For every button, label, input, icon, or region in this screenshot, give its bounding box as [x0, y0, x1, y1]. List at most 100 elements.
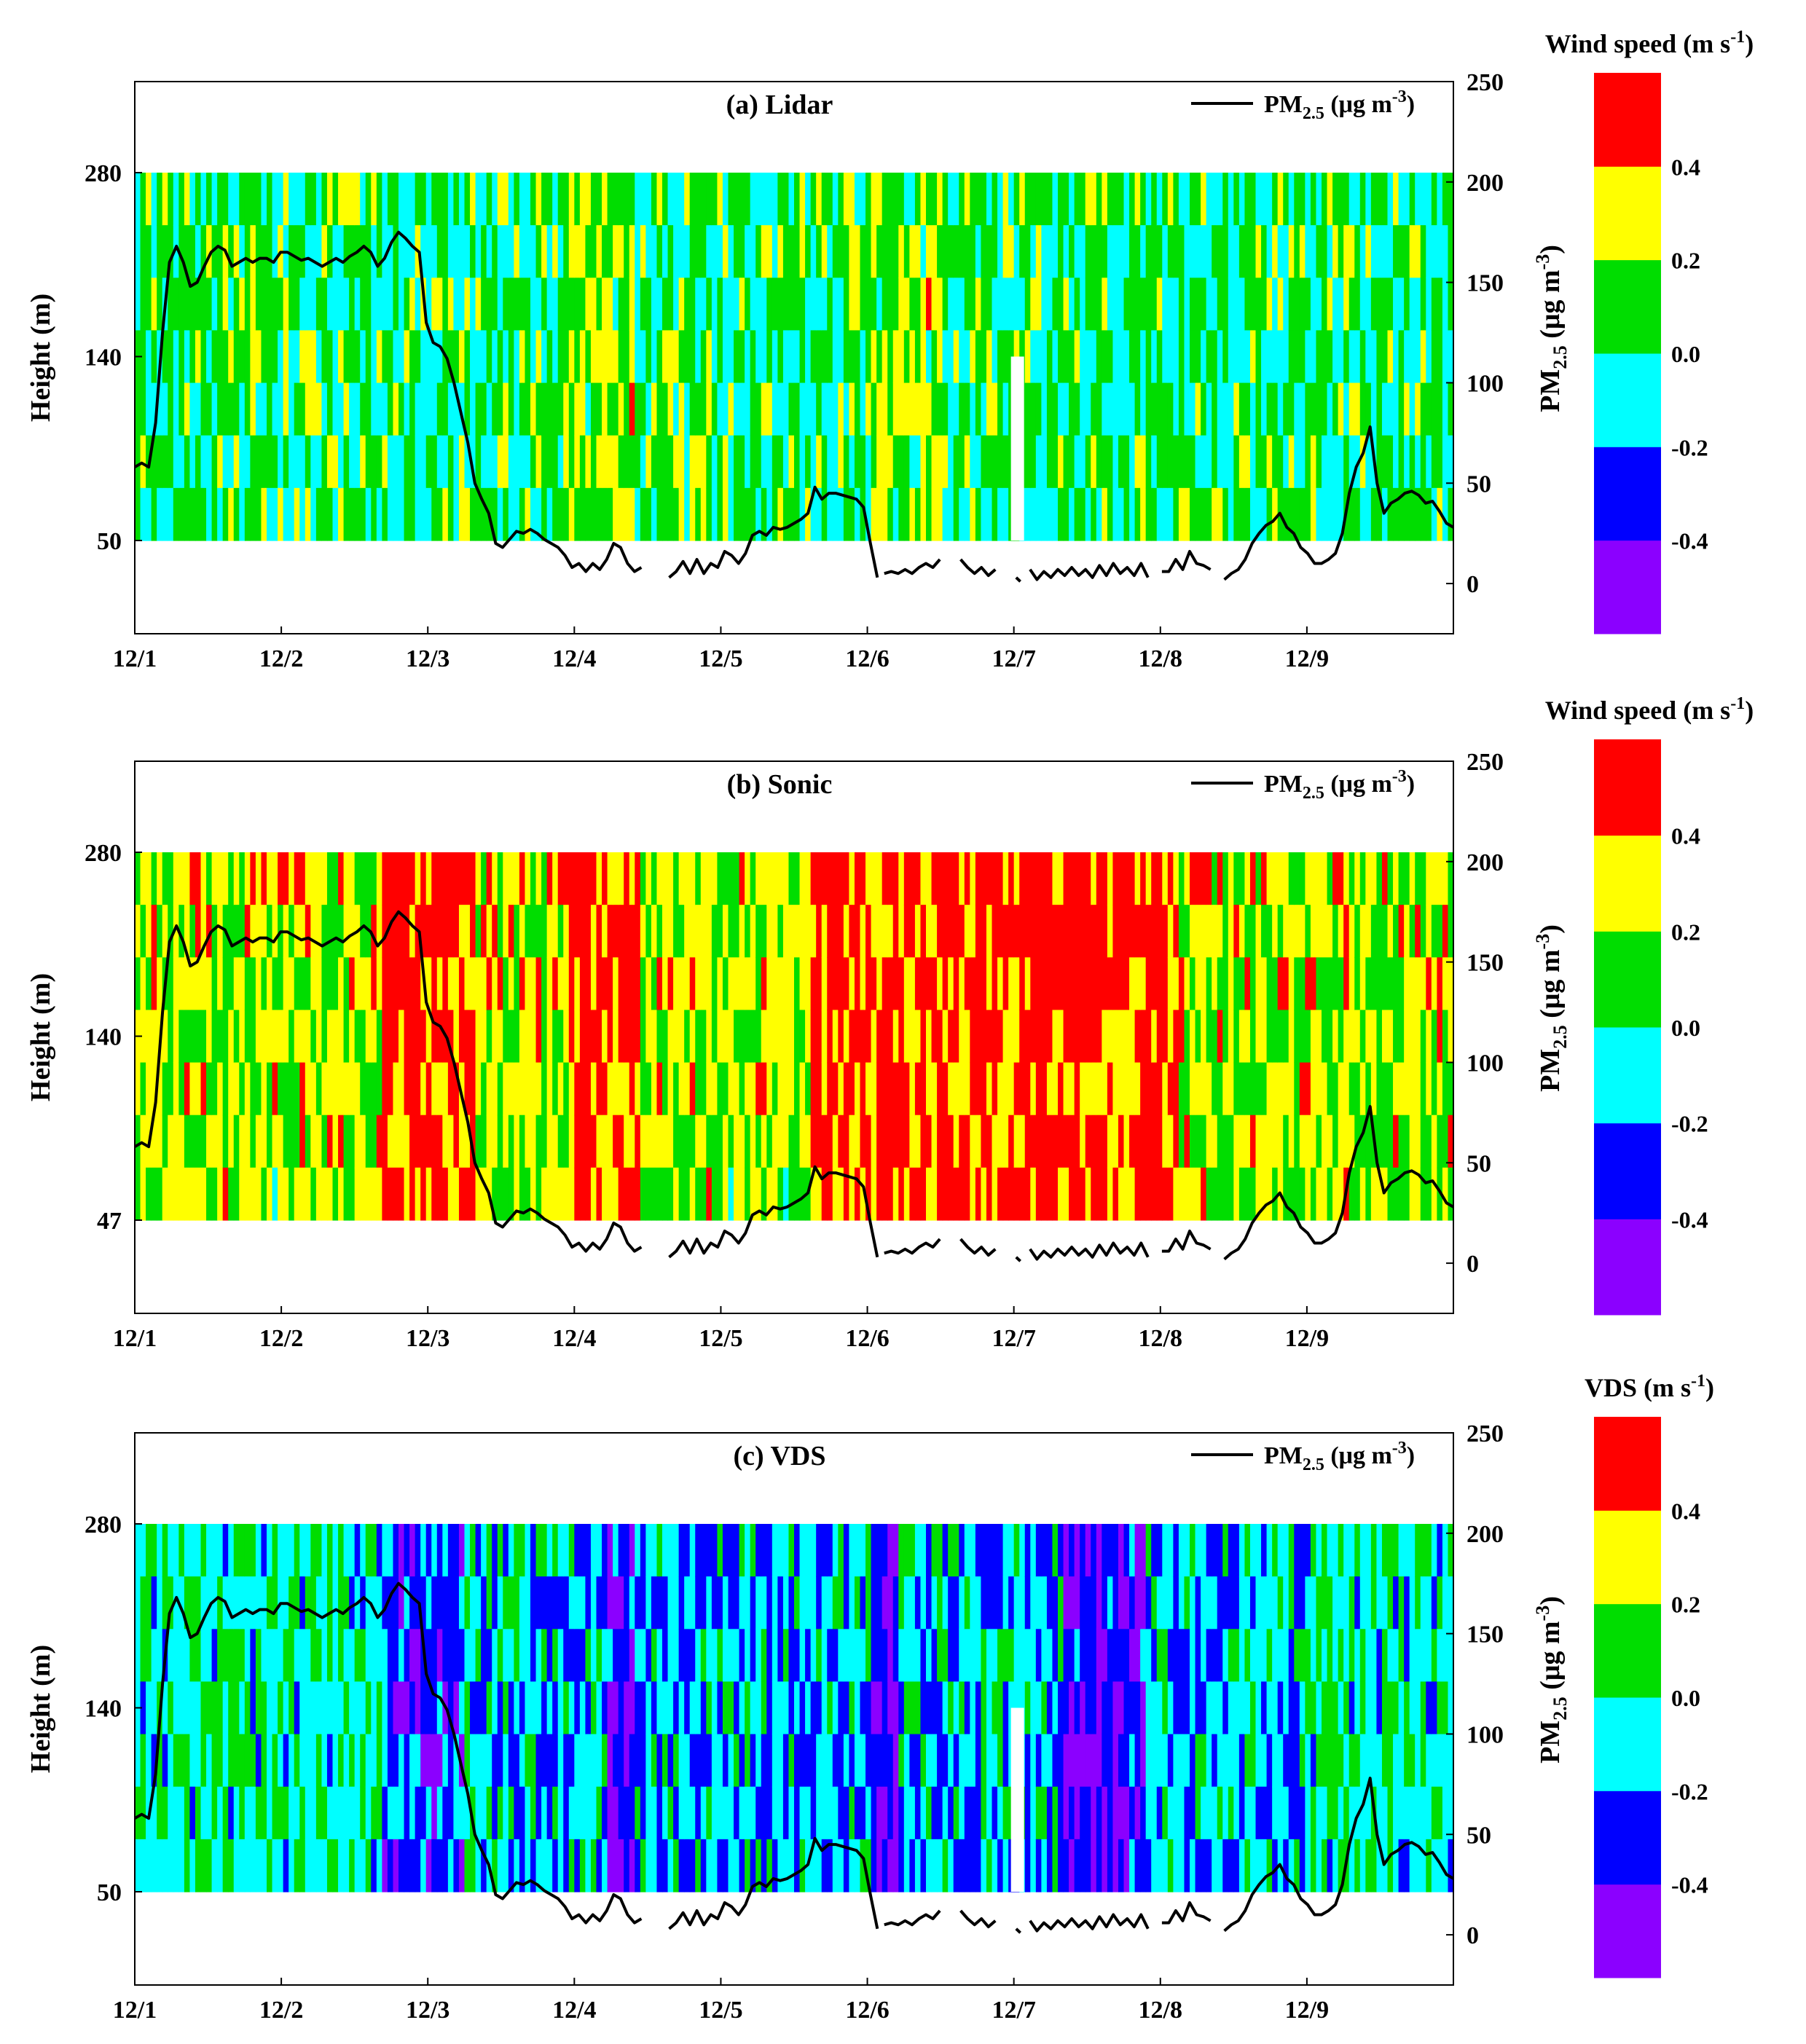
contour-cell: [1238, 1010, 1246, 1064]
contour-cell: [332, 278, 339, 331]
contour-cell: [541, 1629, 548, 1683]
contour-cell: [914, 1167, 922, 1221]
contour-cell: [283, 173, 289, 226]
contour-cell: [970, 435, 976, 489]
contour-cell: [695, 852, 702, 905]
contour-cell: [404, 278, 410, 331]
contour-cell: [1201, 1167, 1207, 1221]
contour-cell: [206, 1681, 213, 1735]
contour-cell: [953, 905, 959, 958]
contour-cell: [514, 957, 520, 1011]
contour-cell: [447, 1629, 455, 1683]
contour-cell: [299, 173, 306, 226]
contour-cell: [1277, 1576, 1284, 1630]
contour-cell: [343, 1115, 350, 1168]
contour-cell: [1190, 225, 1196, 278]
contour-cell: [673, 852, 680, 905]
contour-field: [135, 173, 1454, 541]
x-tick-label: 12/7: [992, 1325, 1035, 1352]
colorbar-bin: [1594, 1219, 1661, 1316]
contour-cell: [728, 225, 734, 278]
contour-cell: [360, 330, 366, 384]
contour-cell: [1019, 1629, 1026, 1683]
contour-cell: [1332, 330, 1339, 384]
contour-cell: [1437, 1010, 1443, 1064]
contour-cell: [1294, 487, 1300, 541]
contour-cell: [745, 1576, 751, 1630]
contour-cell: [937, 330, 943, 384]
contour-cell: [514, 382, 520, 436]
contour-cell: [607, 278, 613, 331]
contour-cell: [854, 1010, 861, 1064]
contour-cell: [662, 1524, 669, 1577]
contour-cell: [1249, 382, 1257, 436]
contour-cell: [354, 382, 361, 436]
contour-cell: [1442, 1115, 1449, 1168]
contour-cell: [892, 852, 899, 905]
contour-cell: [717, 1839, 723, 1892]
contour-cell: [404, 1734, 410, 1788]
contour-cell: [1069, 1629, 1075, 1683]
contour-cell: [579, 1629, 586, 1683]
contour-cell: [1058, 905, 1064, 958]
contour-cell: [255, 1786, 262, 1840]
contour-cell: [574, 957, 581, 1011]
contour-cell: [975, 1062, 982, 1116]
contour-cell: [745, 1115, 751, 1168]
contour-cell: [239, 852, 246, 905]
contour-cell: [689, 225, 696, 278]
contour-cell: [146, 330, 152, 384]
contour-cell: [1431, 330, 1437, 384]
contour-cell: [964, 1115, 970, 1168]
contour-cell: [1080, 905, 1086, 958]
contour-cell: [579, 1839, 586, 1892]
contour-cell: [734, 435, 740, 489]
contour-cell: [1184, 173, 1190, 226]
contour-cell: [442, 1115, 449, 1168]
contour-cell: [931, 382, 938, 436]
contour-cell: [1404, 382, 1410, 436]
contour-cell: [267, 1062, 273, 1116]
contour-cell: [1058, 330, 1064, 384]
contour-cell: [1217, 487, 1223, 541]
contour-cell: [865, 957, 872, 1011]
contour-cell: [964, 1629, 970, 1683]
contour-cell: [338, 225, 345, 278]
contour-cell: [228, 1681, 235, 1735]
contour-cell: [1409, 1062, 1416, 1116]
contour-cell: [579, 1734, 586, 1788]
contour-cell: [1420, 1010, 1426, 1064]
contour-cell: [552, 1786, 559, 1840]
contour-cell: [1376, 382, 1383, 436]
contour-cell: [975, 1629, 982, 1683]
contour-cell: [755, 173, 762, 226]
contour-cell: [1041, 1010, 1048, 1064]
contour-cell: [146, 173, 152, 226]
contour-cell: [745, 382, 751, 436]
contour-cell: [1184, 1629, 1190, 1683]
contour-cell: [436, 435, 443, 489]
contour-cell: [343, 225, 350, 278]
contour-cell: [1393, 173, 1399, 226]
contour-cell: [1442, 487, 1449, 541]
contour-cell: [909, 173, 916, 226]
contour-cell: [497, 905, 503, 958]
contour-cell: [1261, 1681, 1268, 1735]
contour-cell: [1338, 435, 1344, 489]
contour-cell: [299, 1115, 306, 1168]
contour-cell: [926, 1839, 933, 1892]
contour-cell: [420, 435, 427, 489]
contour-cell: [673, 487, 680, 541]
contour-cell: [1107, 1786, 1114, 1840]
contour-cell: [195, 435, 202, 489]
contour-cell: [887, 905, 894, 958]
contour-cell: [200, 1629, 207, 1683]
contour-cell: [1217, 173, 1223, 226]
contour-cell: [849, 1524, 855, 1577]
contour-cell: [607, 173, 613, 226]
contour-cell: [1107, 1839, 1114, 1892]
contour-cell: [1074, 1734, 1080, 1788]
colorbar-bin: [1594, 1027, 1661, 1124]
contour-cell: [782, 487, 790, 541]
contour-cell: [315, 330, 323, 384]
